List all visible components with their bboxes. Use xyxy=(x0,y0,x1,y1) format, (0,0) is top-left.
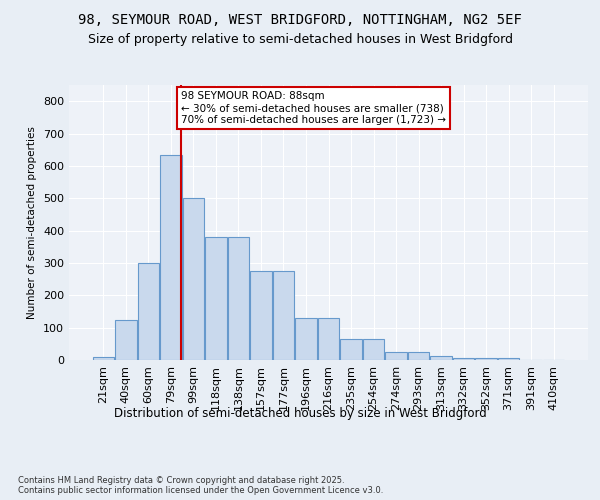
Bar xyxy=(408,352,429,360)
Text: Distribution of semi-detached houses by size in West Bridgford: Distribution of semi-detached houses by … xyxy=(113,408,487,420)
Bar xyxy=(453,358,475,360)
Bar xyxy=(160,154,182,360)
Bar xyxy=(498,358,520,360)
Bar xyxy=(228,237,249,360)
Bar xyxy=(273,271,294,360)
Bar xyxy=(340,339,362,360)
Bar xyxy=(430,356,452,360)
Bar xyxy=(475,358,497,360)
Bar xyxy=(250,271,272,360)
Bar xyxy=(385,352,407,360)
Text: Size of property relative to semi-detached houses in West Bridgford: Size of property relative to semi-detach… xyxy=(88,32,512,46)
Bar xyxy=(205,237,227,360)
Bar xyxy=(363,339,384,360)
Bar xyxy=(318,318,339,360)
Text: 98, SEYMOUR ROAD, WEST BRIDGFORD, NOTTINGHAM, NG2 5EF: 98, SEYMOUR ROAD, WEST BRIDGFORD, NOTTIN… xyxy=(78,12,522,26)
Bar xyxy=(137,263,159,360)
Bar xyxy=(92,357,114,360)
Text: 98 SEYMOUR ROAD: 88sqm
← 30% of semi-detached houses are smaller (738)
70% of se: 98 SEYMOUR ROAD: 88sqm ← 30% of semi-det… xyxy=(181,92,446,124)
Bar xyxy=(115,320,137,360)
Bar xyxy=(295,318,317,360)
Y-axis label: Number of semi-detached properties: Number of semi-detached properties xyxy=(28,126,37,319)
Bar xyxy=(182,198,204,360)
Text: Contains HM Land Registry data © Crown copyright and database right 2025.
Contai: Contains HM Land Registry data © Crown c… xyxy=(18,476,383,495)
